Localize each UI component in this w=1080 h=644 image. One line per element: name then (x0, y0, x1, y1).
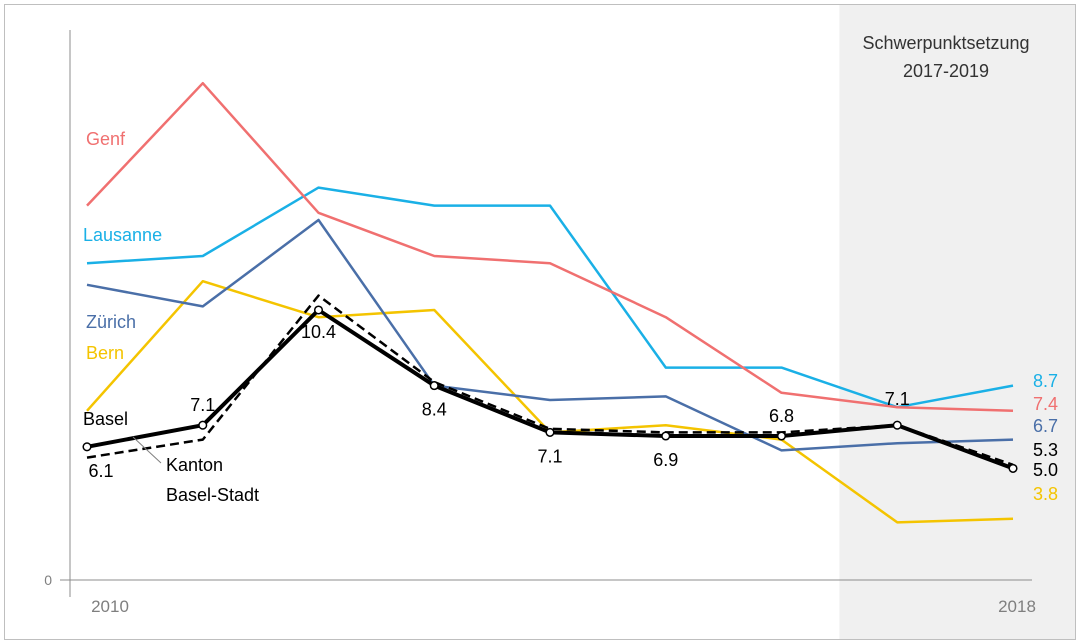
basel-point-6 (776, 431, 787, 441)
basel-point-1 (198, 420, 208, 430)
basel-value-label-4: 7.1 (537, 446, 562, 466)
basel-value-label-2: 10.4 (301, 322, 336, 342)
basel-point-7 (892, 420, 902, 430)
basel-value-label-1: 7.1 (190, 395, 215, 415)
kanton-leader-line (132, 436, 162, 464)
series-name-kanton-line2: Basel-Stadt (166, 485, 259, 505)
series-name-lausanne: Lausanne (83, 225, 162, 245)
basel-value-label-6: 6.8 (769, 406, 794, 426)
basel-value-label-3: 8.4 (422, 400, 447, 420)
highlight-band (839, 5, 1075, 639)
basel-value-label-0: 6.1 (88, 461, 113, 481)
x-tick-label-end: 2018 (998, 597, 1036, 616)
series-name-kanton-line1: Kanton (166, 455, 223, 475)
end-label-basel: 5.0 (1033, 460, 1058, 480)
y-tick-label: 0 (44, 572, 52, 588)
basel-point-8 (1008, 463, 1018, 473)
end-label-z-rich: 6.7 (1033, 416, 1058, 436)
basel-point-0 (82, 442, 92, 452)
highlight-label-line1: Schwerpunktsetzung (862, 33, 1029, 53)
series-name-z-rich: Zürich (86, 312, 136, 332)
end-label-genf: 7.4 (1033, 394, 1058, 414)
series-name-genf: Genf (86, 129, 126, 149)
series-line-genf (86, 81, 1014, 413)
series-name-basel: Basel (83, 409, 128, 429)
end-label-lausanne: 8.7 (1033, 371, 1058, 391)
basel-value-label-5: 6.9 (653, 450, 678, 470)
series-name-bern: Bern (86, 343, 124, 363)
basel-value-label-7: 7.1 (885, 389, 910, 409)
basel-point-5 (661, 431, 671, 441)
end-label-bern: 3.8 (1033, 484, 1058, 504)
basel-point-3 (429, 381, 439, 391)
highlight-label-line2: 2017-2019 (903, 61, 989, 81)
series-line-z-rich (86, 218, 1014, 452)
series-line-lausanne (86, 186, 1014, 409)
basel-point-2 (313, 305, 324, 315)
x-tick-label-start: 2010 (91, 597, 129, 616)
end-label-kanton-basel-stadt: 5.3 (1033, 440, 1058, 460)
basel-point-4 (545, 427, 555, 437)
